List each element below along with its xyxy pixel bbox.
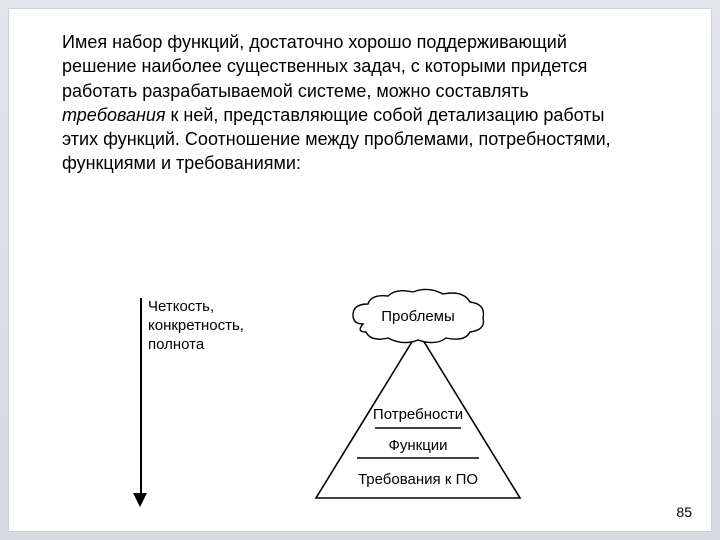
slide-inner: Имея набор функций, достаточно хорошо по… — [8, 8, 712, 532]
page-number: 85 — [676, 504, 692, 520]
pyramid-label-3: Требования к ПО — [358, 471, 478, 488]
pyramid-label-1: Потребности — [373, 406, 463, 423]
arrow-label-1: Четкость, — [148, 298, 258, 317]
arrow-wrap: Четкость, конкретность, полнота — [138, 298, 258, 508]
arrow-head-icon — [133, 493, 147, 507]
pyramid-svg: Проблемы Потребности Функции Требования … — [268, 288, 568, 518]
pyramid-label-2: Функции — [388, 437, 447, 454]
paragraph-em: требования — [62, 105, 166, 125]
arrow-label-2: конкретность, — [148, 317, 258, 336]
slide-frame: Имея набор функций, достаточно хорошо по… — [0, 0, 720, 540]
arrow-labels: Четкость, конкретность, полнота — [148, 298, 258, 354]
body-paragraph: Имея набор функций, достаточно хорошо по… — [62, 30, 622, 176]
diagram-area: Четкость, конкретность, полнота — [138, 288, 568, 518]
paragraph-pre: Имея набор функций, достаточно хорошо по… — [62, 32, 587, 101]
arrow-line — [140, 298, 142, 493]
cloud-label: Проблемы — [381, 308, 455, 325]
pyramid-figure: Проблемы Потребности Функции Требования … — [268, 288, 568, 518]
arrow-label-3: полнота — [148, 336, 258, 355]
